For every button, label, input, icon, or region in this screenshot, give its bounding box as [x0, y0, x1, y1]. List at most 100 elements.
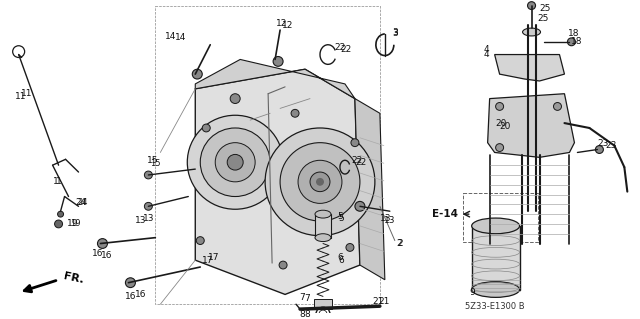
- Text: 20: 20: [500, 122, 511, 130]
- Text: 9: 9: [470, 288, 476, 297]
- Circle shape: [97, 239, 108, 249]
- Circle shape: [346, 243, 354, 251]
- Text: 22: 22: [351, 156, 362, 165]
- Circle shape: [145, 171, 152, 179]
- Circle shape: [265, 128, 375, 236]
- Text: 17: 17: [202, 256, 213, 265]
- Bar: [156, 6, 380, 304]
- Text: 15: 15: [150, 159, 161, 168]
- Text: 22: 22: [334, 43, 346, 52]
- Ellipse shape: [204, 235, 226, 247]
- Polygon shape: [195, 59, 355, 99]
- Text: 11: 11: [15, 92, 26, 101]
- Ellipse shape: [315, 210, 331, 218]
- Circle shape: [227, 154, 243, 170]
- Circle shape: [495, 144, 504, 152]
- Circle shape: [215, 143, 255, 182]
- Text: 22: 22: [355, 158, 366, 167]
- Circle shape: [58, 211, 63, 217]
- Ellipse shape: [197, 231, 233, 250]
- Text: 4: 4: [484, 50, 489, 59]
- Circle shape: [280, 143, 360, 221]
- Circle shape: [200, 128, 270, 197]
- Text: 4: 4: [484, 45, 489, 54]
- Text: 16: 16: [100, 251, 112, 260]
- Text: 14: 14: [164, 33, 176, 41]
- Text: 11: 11: [20, 89, 32, 98]
- Circle shape: [316, 178, 324, 186]
- Text: FR.: FR.: [63, 271, 84, 285]
- Circle shape: [291, 109, 299, 117]
- Text: 13: 13: [134, 216, 146, 225]
- Text: 20: 20: [495, 119, 507, 128]
- Bar: [314, 299, 332, 309]
- Text: 16: 16: [136, 290, 147, 299]
- Text: 6: 6: [337, 253, 343, 262]
- Text: 13: 13: [143, 213, 155, 223]
- Text: 1: 1: [56, 177, 61, 186]
- Text: 24: 24: [75, 198, 86, 207]
- Text: 7: 7: [304, 294, 310, 303]
- Text: 12: 12: [276, 19, 288, 28]
- Polygon shape: [355, 99, 385, 280]
- Text: 5: 5: [337, 211, 343, 221]
- Ellipse shape: [472, 282, 520, 297]
- Text: 13: 13: [380, 213, 392, 223]
- Circle shape: [125, 278, 136, 287]
- Text: 18: 18: [572, 37, 583, 46]
- Text: 18: 18: [568, 29, 579, 39]
- Circle shape: [568, 38, 575, 46]
- Circle shape: [188, 115, 283, 209]
- Text: 19: 19: [70, 219, 81, 228]
- Circle shape: [554, 102, 561, 110]
- Circle shape: [230, 94, 240, 103]
- Text: 21: 21: [378, 297, 389, 306]
- Text: 16: 16: [125, 292, 136, 301]
- Circle shape: [355, 201, 365, 211]
- Circle shape: [495, 102, 504, 110]
- Text: 23: 23: [597, 139, 609, 148]
- Text: 16: 16: [92, 249, 103, 258]
- Circle shape: [192, 69, 202, 79]
- Text: 24: 24: [77, 198, 88, 207]
- Text: 12: 12: [282, 21, 294, 30]
- Text: 2: 2: [397, 239, 403, 248]
- Circle shape: [202, 124, 210, 132]
- Text: 8: 8: [299, 309, 305, 318]
- Text: 22: 22: [340, 45, 351, 54]
- Circle shape: [527, 2, 536, 10]
- Text: 13: 13: [384, 216, 396, 225]
- Circle shape: [145, 202, 152, 210]
- Text: 8: 8: [304, 309, 310, 318]
- Text: 14: 14: [175, 33, 187, 42]
- Text: 1: 1: [52, 177, 58, 186]
- Text: 19: 19: [67, 219, 78, 228]
- Polygon shape: [488, 94, 575, 157]
- Circle shape: [273, 56, 283, 66]
- Text: 5: 5: [338, 213, 344, 223]
- Circle shape: [310, 172, 330, 192]
- Polygon shape: [495, 55, 564, 81]
- Ellipse shape: [472, 218, 520, 234]
- Text: 25: 25: [540, 4, 551, 13]
- Bar: [463, 193, 538, 241]
- Text: 17: 17: [208, 253, 220, 262]
- Text: 5Z33-E1300 B: 5Z33-E1300 B: [465, 302, 524, 311]
- Text: 3: 3: [392, 27, 397, 37]
- Bar: [315, 214, 331, 238]
- Text: 21: 21: [372, 297, 383, 306]
- Ellipse shape: [522, 28, 541, 36]
- Circle shape: [54, 220, 63, 228]
- Text: 25: 25: [538, 14, 549, 23]
- Circle shape: [351, 139, 359, 147]
- Polygon shape: [195, 69, 360, 294]
- Text: 3: 3: [392, 28, 397, 38]
- Circle shape: [279, 261, 287, 269]
- Ellipse shape: [511, 120, 527, 132]
- Polygon shape: [472, 226, 520, 290]
- Ellipse shape: [315, 234, 331, 241]
- Text: 6: 6: [338, 256, 344, 265]
- Text: 2: 2: [397, 239, 403, 248]
- Text: 7: 7: [299, 293, 305, 302]
- Text: 15: 15: [147, 156, 158, 165]
